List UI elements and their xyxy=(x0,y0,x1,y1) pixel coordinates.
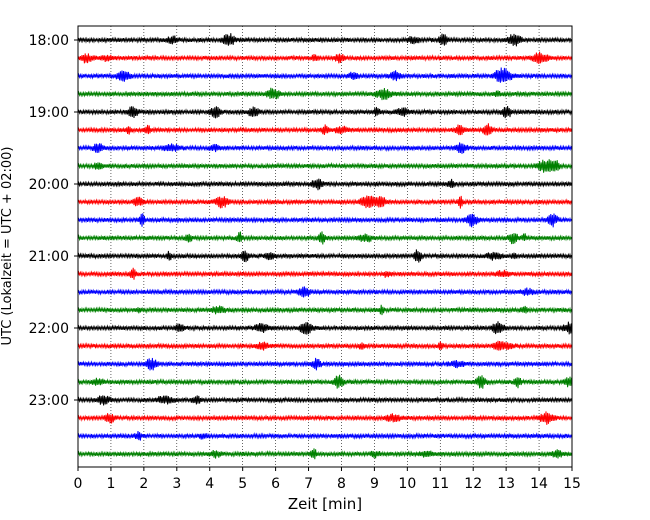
seismic-trace xyxy=(77,159,573,173)
seismic-trace xyxy=(77,33,573,47)
y-axis-label: UTC (Lokalzeit = UTC + 02:00) xyxy=(0,147,15,346)
seismic-trace xyxy=(77,195,573,209)
seismic-trace xyxy=(77,213,573,228)
x-tick-label: 4 xyxy=(205,476,214,492)
seismic-trace xyxy=(77,374,573,389)
y-axis-ticks: 18:00 19:00 20:00 21:00 22:00 23:00 xyxy=(29,33,78,409)
x-tick-label: 14 xyxy=(530,476,548,492)
seismic-trace xyxy=(77,67,573,83)
x-tick-label: 13 xyxy=(497,476,515,492)
x-tick-label: 1 xyxy=(106,476,115,492)
seismic-trace xyxy=(77,123,573,136)
x-tick-label: 7 xyxy=(304,476,313,492)
x-tick-label: 11 xyxy=(431,476,449,492)
seismic-trace xyxy=(77,357,573,371)
seismic-trace xyxy=(77,304,573,316)
x-tick-label: 6 xyxy=(271,476,280,492)
seismic-trace xyxy=(77,249,573,263)
seismic-trace xyxy=(77,142,573,154)
seismic-trace xyxy=(77,321,573,335)
x-tick-label: 8 xyxy=(337,476,346,492)
seismic-trace xyxy=(77,267,573,280)
seismic-trace xyxy=(77,178,573,191)
seismic-traces xyxy=(77,33,573,460)
seismic-trace xyxy=(77,395,573,406)
plot-area xyxy=(78,26,572,467)
x-tick-label: 12 xyxy=(464,476,482,492)
x-tick-label: 0 xyxy=(74,476,83,492)
plot-frame xyxy=(77,25,573,468)
x-tick-label: 9 xyxy=(370,476,379,492)
x-axis-ticks: 0 1 2 3 4 5 6 7 8 9 10 11 12 13 14 15 xyxy=(74,467,581,492)
y-tick-label: 18:00 xyxy=(29,33,69,49)
y-tick-label: 23:00 xyxy=(29,393,69,409)
seismic-trace xyxy=(77,411,573,425)
seismic-trace xyxy=(77,231,573,245)
seismic-trace xyxy=(77,340,573,351)
x-tick-label: 2 xyxy=(139,476,148,492)
seismic-trace xyxy=(77,430,573,441)
seismic-trace xyxy=(77,106,573,119)
y-tick-label: 19:00 xyxy=(29,105,69,121)
y-tick-label: 20:00 xyxy=(29,177,69,193)
x-tick-label: 10 xyxy=(398,476,416,492)
x-axis-label: Zeit [min] xyxy=(288,495,362,513)
seismic-trace xyxy=(77,51,573,64)
y-tick-label: 22:00 xyxy=(29,321,69,337)
x-tick-label: 15 xyxy=(563,476,581,492)
seismic-trace xyxy=(77,286,573,298)
x-tick-label: 3 xyxy=(172,476,181,492)
x-tick-label: 5 xyxy=(238,476,247,492)
y-tick-label: 21:00 xyxy=(29,249,69,265)
seismic-trace xyxy=(77,87,573,101)
seismic-trace xyxy=(77,448,573,460)
